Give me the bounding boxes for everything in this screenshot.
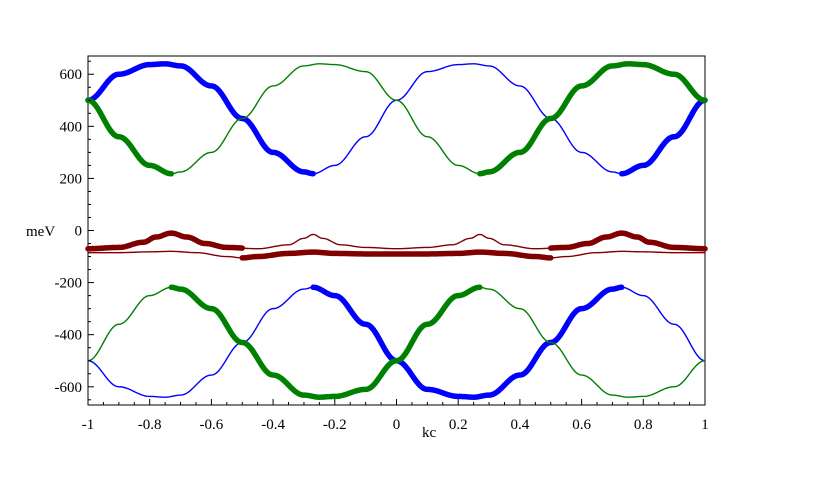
series-3-thick-segment-1 bbox=[310, 284, 625, 400]
series-layer bbox=[85, 61, 708, 400]
series-1-thick-segment-2 bbox=[618, 97, 708, 177]
x-tick-label: -0.8 bbox=[138, 417, 162, 433]
y-tick-label: 600 bbox=[60, 67, 83, 83]
x-tick-label: 0.6 bbox=[572, 417, 591, 433]
series-5-thick-segment-2 bbox=[548, 230, 708, 252]
y-tick-label: 200 bbox=[60, 171, 83, 187]
plot-frame bbox=[87, 55, 706, 406]
x-tick-label: -0.4 bbox=[261, 417, 285, 433]
series-line-4 bbox=[87, 286, 706, 398]
ticks-layer: -1 -0.8 -0.6 -0.4 -0.2 0 0.2 0.4 0.6 0.8 1 -600 -400… bbox=[55, 60, 709, 433]
y-tick-label: -400 bbox=[55, 328, 83, 344]
y-tick-label: -600 bbox=[55, 380, 83, 396]
series-2-thick-segment-2 bbox=[477, 61, 708, 177]
series-5-thick-segment-1 bbox=[85, 230, 245, 252]
series-2-thick-segment-1 bbox=[85, 97, 175, 177]
series-1-thick-segment-1 bbox=[85, 61, 316, 177]
y-tick-label: -200 bbox=[55, 276, 83, 292]
series-line-3 bbox=[87, 286, 706, 398]
x-tick-label: 1 bbox=[701, 417, 709, 433]
y-tick-label: 400 bbox=[60, 119, 83, 135]
x-tick-label: -0.2 bbox=[323, 417, 347, 433]
x-tick-label: -0.6 bbox=[200, 417, 224, 433]
series-line-2 bbox=[87, 63, 706, 175]
series-line-1 bbox=[87, 63, 706, 175]
y-axis-label: meV bbox=[26, 224, 55, 240]
y-tick-label: 0 bbox=[75, 224, 83, 240]
x-tick-label: 0.8 bbox=[634, 417, 653, 433]
series-6-thick-segment-1 bbox=[239, 249, 554, 261]
x-tick-label: 0 bbox=[393, 417, 401, 433]
x-tick-label: -1 bbox=[82, 417, 95, 433]
x-tick-label: 0.4 bbox=[511, 417, 530, 433]
x-axis-label: kc bbox=[422, 425, 437, 441]
x-tick-label: 0.2 bbox=[449, 417, 468, 433]
series-4-thick-segment-1 bbox=[168, 284, 483, 400]
